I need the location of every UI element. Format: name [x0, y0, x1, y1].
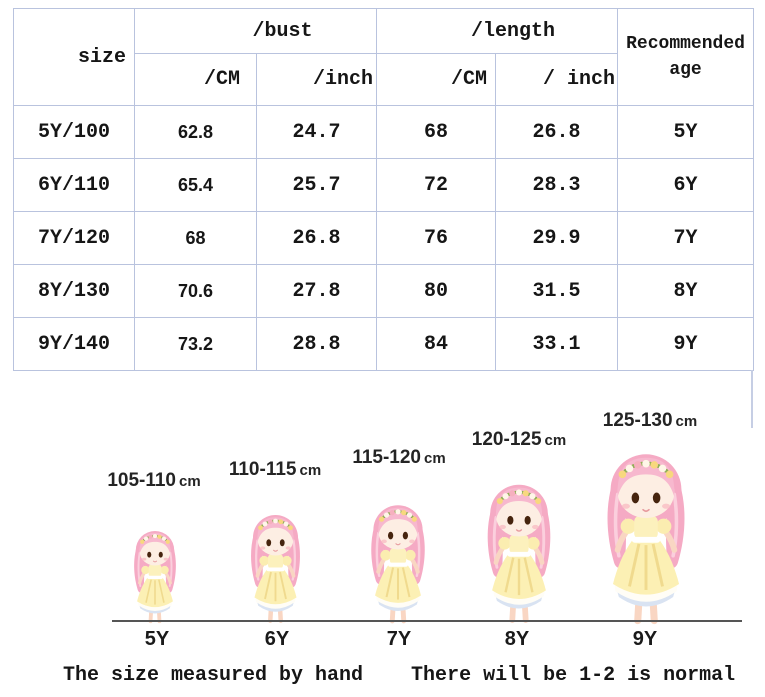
- baseline-rule: [112, 620, 742, 622]
- cell-size: 8Y/130: [13, 264, 135, 318]
- table-row: 9Y/140 73.2 28.8 84 33.1 9Y: [13, 317, 755, 371]
- cell-size: 7Y/120: [13, 211, 135, 265]
- height-range-unit: cm: [544, 432, 567, 449]
- age-axis-label: 5Y: [144, 628, 170, 650]
- age-axis-label: 9Y: [632, 628, 658, 650]
- height-range-label: 120-125 cm: [472, 429, 566, 451]
- height-range-value: 120-125: [471, 429, 542, 450]
- cell-age: 6Y: [617, 158, 755, 212]
- cell-size: 5Y/100: [13, 105, 135, 159]
- height-range-unit: cm: [675, 413, 698, 430]
- cell-bust-cm: 68: [134, 211, 257, 265]
- table-row: 5Y/100 62.8 24.7 68 26.8 5Y: [13, 105, 755, 159]
- header-bust: /bust: [133, 8, 378, 54]
- cell-length-cm: 84: [376, 317, 497, 371]
- girl-illustration-7y: [357, 495, 439, 627]
- header-length-inch: / inch: [495, 53, 619, 106]
- cell-bust-cm: 65.4: [134, 158, 257, 212]
- height-range-value: 125-130: [602, 410, 673, 431]
- height-range-unit: cm: [424, 450, 446, 467]
- cell-length-inch: 29.9: [495, 211, 619, 265]
- cell-bust-inch: 26.8: [255, 211, 378, 265]
- cell-length-inch: 31.5: [495, 264, 619, 318]
- girl-illustration-9y: [587, 440, 705, 629]
- header-length-cm: /CM: [376, 53, 497, 106]
- cell-size: 6Y/110: [13, 158, 135, 212]
- cell-size: 9Y/140: [13, 317, 135, 371]
- cell-bust-inch: 24.7: [255, 105, 378, 159]
- cell-bust-cm: 70.6: [134, 264, 257, 318]
- header-bust-cm: /CM: [134, 53, 257, 106]
- height-range-label: 105-110 cm: [107, 470, 200, 492]
- height-range-value: 115-120: [352, 447, 421, 468]
- header-bust-inch: /inch: [255, 53, 378, 106]
- height-range-unit: cm: [299, 462, 322, 479]
- cell-length-cm: 72: [376, 158, 497, 212]
- cell-length-cm: 68: [376, 105, 497, 159]
- table-row: 7Y/120 68 26.8 76 29.9 7Y: [13, 211, 755, 265]
- cell-bust-cm: 62.8: [134, 105, 257, 159]
- cell-age: 8Y: [617, 264, 755, 318]
- cell-age: 7Y: [617, 211, 755, 265]
- measurement-note: The size measured by hand There will be …: [63, 664, 736, 687]
- cell-length-cm: 76: [376, 211, 497, 265]
- table-row: 8Y/130 70.6 27.8 80 31.5 8Y: [13, 264, 755, 318]
- height-range-value: 105-110: [107, 470, 176, 491]
- table-row: 6Y/110 65.4 25.7 72 28.3 6Y: [13, 158, 755, 212]
- size-chart-table: size /bust /length Recommended age /CM /…: [13, 8, 755, 371]
- cell-bust-inch: 27.8: [255, 264, 378, 318]
- girl-illustration-8y: [471, 473, 567, 627]
- cell-bust-inch: 25.7: [255, 158, 378, 212]
- cell-age: 5Y: [617, 105, 755, 159]
- table-edge-artifact: [751, 370, 753, 428]
- cell-age: 9Y: [617, 317, 755, 371]
- height-range-unit: cm: [179, 473, 201, 490]
- cell-bust-cm: 73.2: [134, 317, 257, 371]
- girl-illustration-5y: [132, 529, 178, 624]
- header-length: /length: [376, 8, 619, 54]
- cell-length-inch: 28.3: [495, 158, 619, 212]
- height-range-value: 110-115: [228, 459, 297, 480]
- header-size: size: [13, 8, 135, 106]
- height-range-label: 110-115 cm: [229, 459, 321, 481]
- height-range-label: 125-130 cm: [603, 410, 697, 432]
- table-header-row-2: /CM /inch /CM / inch: [14, 53, 754, 106]
- girl-illustration-6y: [238, 506, 313, 626]
- cell-length-cm: 80: [376, 264, 497, 318]
- height-range-label: 115-120 cm: [352, 447, 445, 469]
- age-axis-label: 6Y: [264, 628, 290, 650]
- cell-length-inch: 33.1: [495, 317, 619, 371]
- age-axis-label: 8Y: [504, 628, 530, 650]
- table-header-row-1: size /bust /length Recommended age: [13, 8, 755, 106]
- header-recommended-age: Recommended age: [617, 8, 755, 106]
- age-axis-label: 7Y: [386, 628, 412, 650]
- cell-bust-inch: 28.8: [255, 317, 378, 371]
- cell-length-inch: 26.8: [495, 105, 619, 159]
